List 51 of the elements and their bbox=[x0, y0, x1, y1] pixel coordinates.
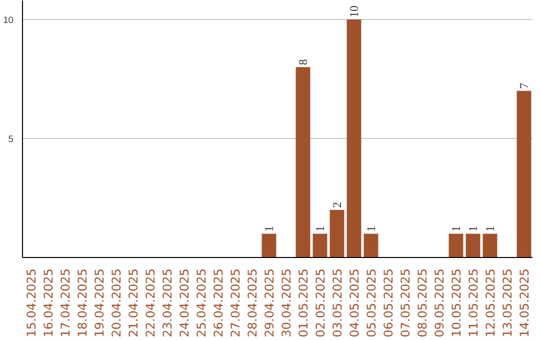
y-tick-label: 5 bbox=[8, 134, 14, 144]
x-tick-label: 27.04.2025 bbox=[228, 268, 242, 338]
x-tick-label: 28.04.2025 bbox=[246, 268, 260, 338]
bar bbox=[330, 210, 344, 258]
x-tick-label: 25.04.2025 bbox=[194, 268, 208, 338]
bar bbox=[296, 67, 310, 258]
x-tick-label: 05.05.2025 bbox=[364, 268, 378, 338]
x-tick-label: 12.05.2025 bbox=[484, 268, 498, 338]
x-tick-label: 24.04.2025 bbox=[178, 268, 192, 338]
x-tick-label: 08.05.2025 bbox=[416, 268, 430, 338]
data-label: 1 bbox=[466, 226, 480, 232]
data-label: 7 bbox=[517, 82, 531, 89]
data-label: 1 bbox=[364, 226, 378, 232]
x-tick-label: 15.04.2025 bbox=[24, 268, 38, 338]
bar bbox=[448, 234, 464, 258]
x-tick-label: 07.05.2025 bbox=[398, 268, 412, 338]
bar bbox=[466, 234, 480, 258]
bar bbox=[312, 234, 328, 258]
bar bbox=[482, 234, 498, 258]
data-label: 1 bbox=[449, 226, 463, 232]
x-tick-label: 17.04.2025 bbox=[58, 268, 72, 338]
x-tick-label: 09.05.2025 bbox=[432, 268, 446, 338]
x-tick-label: 18.04.2025 bbox=[76, 268, 90, 338]
x-tick-label: 30.04.2025 bbox=[280, 268, 294, 338]
x-tick-label: 02.05.2025 bbox=[314, 268, 328, 338]
data-label: 1 bbox=[483, 226, 497, 232]
x-tick-label: 13.05.2025 bbox=[500, 268, 514, 338]
bar bbox=[364, 234, 378, 258]
data-label: 8 bbox=[296, 59, 310, 66]
x-tick-label: 10.05.2025 bbox=[450, 268, 464, 338]
x-tick-label: 29.04.2025 bbox=[262, 268, 276, 338]
x-tick-label: 26.04.2025 bbox=[212, 268, 226, 338]
x-tick-label: 14.05.2025 bbox=[518, 268, 532, 338]
x-tick-label: 21.04.2025 bbox=[126, 268, 140, 338]
x-tick-label: 22.04.2025 bbox=[144, 268, 158, 338]
x-tick-label: 16.04.2025 bbox=[42, 268, 56, 338]
x-tick-label: 11.05.2025 bbox=[466, 268, 480, 338]
x-tick-label: 01.05.2025 bbox=[296, 268, 310, 338]
x-tick-label: 04.05.2025 bbox=[348, 268, 362, 338]
x-tick-label: 19.04.2025 bbox=[92, 268, 106, 338]
data-label: 2 bbox=[330, 202, 344, 208]
x-tick-label: 03.05.2025 bbox=[330, 268, 344, 338]
bar bbox=[516, 90, 532, 258]
data-label: 10 bbox=[347, 6, 361, 18]
data-label: 1 bbox=[313, 226, 327, 232]
data-label: 1 bbox=[262, 226, 276, 232]
bar bbox=[346, 20, 362, 258]
x-tick-label: 06.05.2025 bbox=[382, 268, 396, 338]
x-tick-label: 20.04.2025 bbox=[110, 268, 124, 338]
bar bbox=[262, 234, 276, 258]
x-tick-label: 23.04.2025 bbox=[160, 268, 174, 338]
